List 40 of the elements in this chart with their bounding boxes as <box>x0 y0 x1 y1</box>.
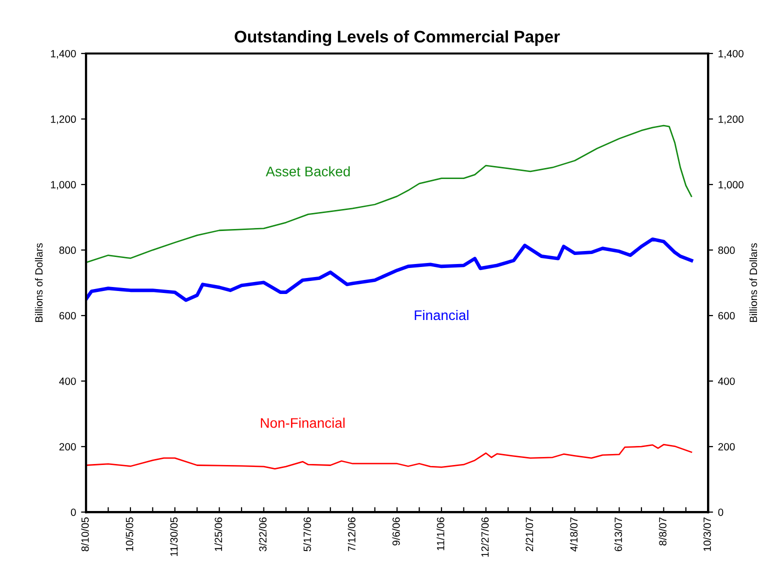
x-tick-label: 10/5/05 <box>126 517 134 551</box>
x-tick-label: 2/21/07 <box>526 517 534 552</box>
x-tick-label: 5/17/06 <box>303 517 311 552</box>
x-tick-label: 11/30/05 <box>170 517 178 556</box>
y2-tick-label: 1,200 <box>718 116 744 124</box>
y-tick-label: 1,400 <box>51 50 76 59</box>
line-series <box>86 124 692 264</box>
x-tick-label: 12/27/06 <box>481 517 489 557</box>
line-series <box>86 237 694 302</box>
x-tick-label: 11/1/06 <box>436 517 444 550</box>
x-tick-label: 6/13/07 <box>614 517 622 552</box>
y2-tick-label: 400 <box>718 378 735 385</box>
y2-tick-label: 1,400 <box>718 50 744 59</box>
y2-tick-label: 0 <box>718 508 724 516</box>
y2-tick-label: 200 <box>718 443 735 450</box>
y-tick-label: 1,200 <box>51 116 76 124</box>
y-tick-label: 600 <box>59 312 76 320</box>
x-tick-label: 1/25/06 <box>214 517 222 551</box>
x-tick-label: 4/18/07 <box>570 517 578 552</box>
x-tick-label: 9/6/06 <box>392 517 400 546</box>
text: Financial <box>414 310 468 320</box>
y2-tick-label: 600 <box>718 312 735 320</box>
y-tick-label: 800 <box>59 246 76 254</box>
x-tick-label: 3/22/06 <box>258 517 267 552</box>
y2-axis-title: Billions of Dollars <box>749 243 758 322</box>
y2-tick-label: 1,000 <box>718 181 744 190</box>
chart-title: Outstanding Levels of Commercial Paper <box>234 30 560 46</box>
y-tick-label: 1,000 <box>51 181 76 190</box>
x-tick-label: 8/10/05 <box>81 517 89 552</box>
y2-tick-label: 800 <box>718 246 735 254</box>
x-tick-label: 8/8/07 <box>658 517 666 546</box>
text: Asset Backed <box>266 166 350 176</box>
x-tick-label: 10/3/07 <box>703 517 711 551</box>
text: Non-Financial <box>260 418 345 428</box>
y-tick-label: 0 <box>70 508 76 516</box>
line-series <box>86 444 692 470</box>
x-tick-label: 7/12/06 <box>348 517 356 552</box>
y-axis-title: Billions of Dollars <box>34 243 43 322</box>
y-tick-label: 200 <box>59 443 76 450</box>
y-tick-label: 400 <box>59 378 76 385</box>
